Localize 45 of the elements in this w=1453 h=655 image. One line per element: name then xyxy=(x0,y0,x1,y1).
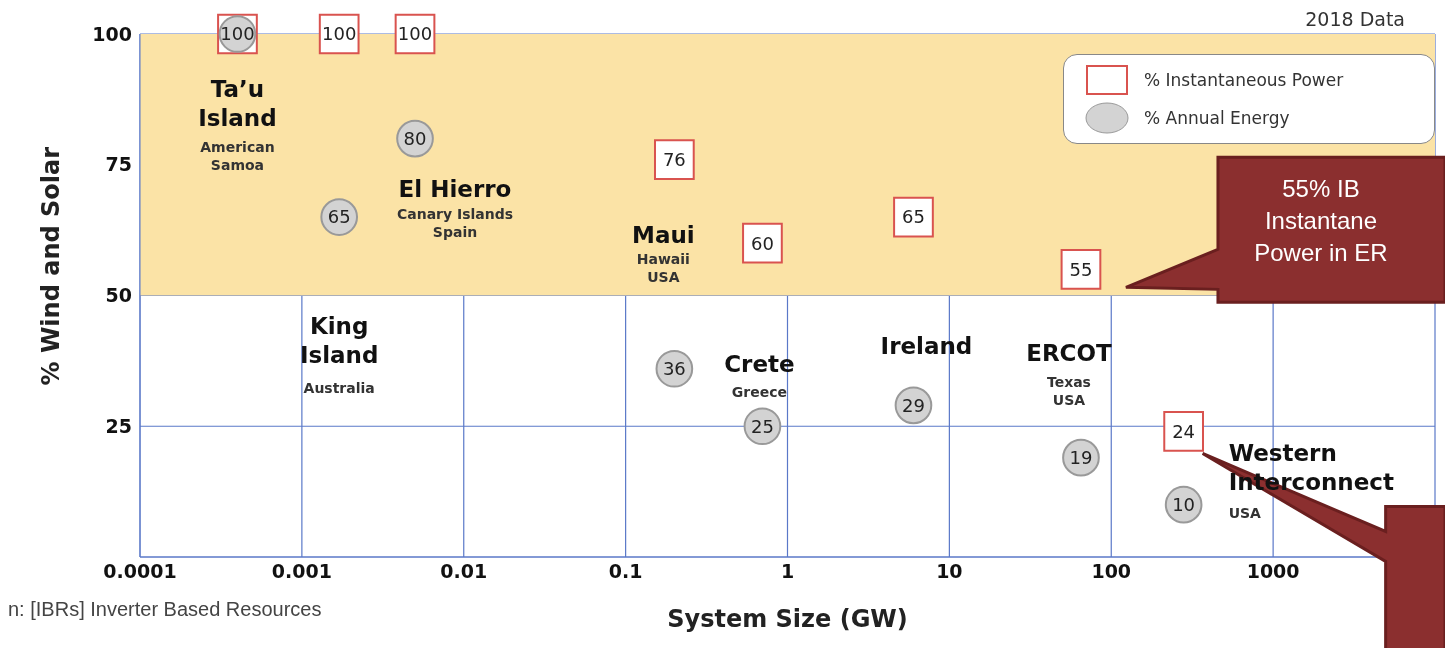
data-label: 100 xyxy=(322,23,357,45)
annotation: American Samoa xyxy=(200,139,275,173)
x-tick-label: 0.1 xyxy=(608,560,643,583)
data-label: 36 xyxy=(662,358,686,380)
annotation: El Hierro xyxy=(398,175,512,202)
annotation: Hawaii USA xyxy=(636,250,690,285)
x-tick-label: 10 xyxy=(936,560,963,583)
y-tick-label: 75 xyxy=(105,153,132,176)
x-tick-label: 100 xyxy=(1091,560,1132,583)
data-label: 55 xyxy=(1069,258,1093,280)
data-label: 100 xyxy=(397,23,433,45)
data-label: 10 xyxy=(1172,494,1196,516)
annotation: USA xyxy=(1228,504,1262,521)
x-tick-label: 0.001 xyxy=(271,560,332,583)
x-tick-label: 0.01 xyxy=(440,560,488,583)
legend-label: % Instantaneous Power xyxy=(1144,70,1344,90)
data-label: 65 xyxy=(327,206,351,228)
annotation: Canary Islands Spain xyxy=(396,205,514,240)
text: n: [IBRs] Inverter Based Resources xyxy=(8,598,322,621)
data-label: 29 xyxy=(902,394,925,416)
data-label: 19 xyxy=(1069,447,1093,469)
annotation: Ta’u Island xyxy=(198,76,277,131)
y-axis-title: % Wind and Solar xyxy=(36,146,65,386)
y-tick-label: 100 xyxy=(92,22,132,45)
data-label: 25 xyxy=(750,415,774,437)
annotation: Greece xyxy=(731,384,788,401)
y-tick-label: 25 xyxy=(105,414,132,437)
annotation: Australia xyxy=(303,380,375,397)
annotation: Texas USA xyxy=(1046,373,1091,408)
data-label: 100 xyxy=(220,23,255,45)
x-axis-title: System Size (GW) xyxy=(667,605,908,633)
x-tick-label: 1 xyxy=(780,560,795,583)
data-label: 24 xyxy=(1172,420,1196,442)
y-tick-label: 50 xyxy=(105,284,132,307)
data-label: 76 xyxy=(662,148,686,170)
annotation: King Island xyxy=(299,313,379,369)
data-label: 60 xyxy=(750,232,774,254)
text: 2018 Data xyxy=(1305,8,1405,30)
data-label: 80 xyxy=(403,127,427,149)
x-tick-label: 0.0001 xyxy=(103,560,177,583)
x-tick-label: 1000 xyxy=(1246,560,1300,583)
annotation: Maui xyxy=(632,221,695,248)
annotation: 55% IB Instantane Power in ER xyxy=(1254,175,1388,267)
data-label: 65 xyxy=(902,206,925,228)
legend-label: % Annual Energy xyxy=(1144,108,1290,128)
